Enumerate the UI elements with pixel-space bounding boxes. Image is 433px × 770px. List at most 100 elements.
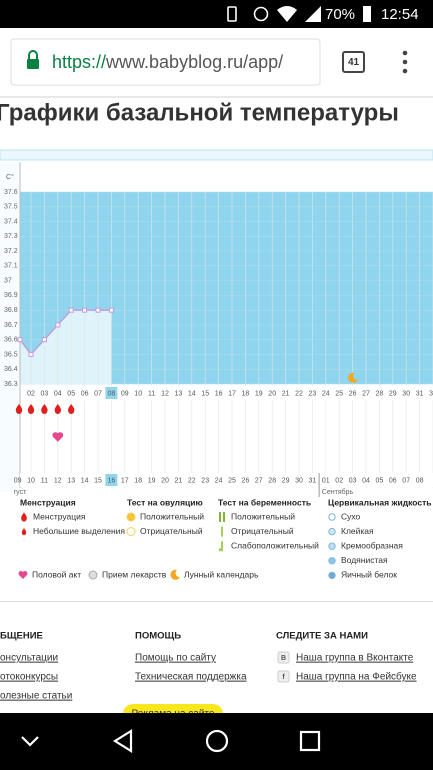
temperature-point — [28, 351, 34, 357]
pill-icon — [88, 570, 98, 580]
alarm-icon — [253, 6, 269, 22]
date-label: 26 — [349, 390, 357, 397]
chart-scrollbar — [0, 149, 433, 161]
legend-title: Тест на овуляцию — [127, 497, 203, 507]
cycle-day: 06 — [389, 477, 397, 484]
footer-link[interactable]: онсультации — [0, 653, 58, 664]
preg-icon — [219, 512, 225, 522]
cycle-highlight — [105, 474, 118, 486]
fluid-icon — [328, 513, 336, 521]
cycle-day: 10 — [27, 477, 35, 484]
date-label: 15 — [201, 390, 209, 397]
footer-link[interactable]: Наша группа в Вконтакте — [296, 653, 414, 664]
nav-recent[interactable] — [299, 730, 321, 752]
cycle-day: 27 — [255, 477, 263, 484]
date-label: 23 — [309, 390, 317, 397]
lock-icon — [27, 59, 39, 69]
test-icon — [126, 512, 136, 522]
menu-button[interactable] — [402, 50, 408, 74]
social-icon-text: f — [282, 674, 285, 681]
date-label: 07 — [94, 390, 102, 397]
nav-back[interactable] — [112, 729, 133, 753]
date-label: 14 — [188, 390, 196, 397]
nav-home[interactable] — [205, 729, 229, 753]
date-label: 03 — [41, 390, 49, 397]
moon-icon — [348, 372, 358, 383]
legend: Менструация Менструация Небольшие выделени… — [18, 497, 431, 580]
moon-icon — [170, 569, 180, 580]
temperature-point — [55, 322, 61, 328]
date-label: 17 — [228, 390, 236, 397]
legend-extra: Прием лекарств — [102, 569, 167, 579]
footer-title: СЛЕДИТЕ ЗА НАМИ — [276, 631, 368, 642]
url: https://www.babyblog.ru/app/ — [52, 52, 283, 72]
footer-link[interactable]: отоконкурсы — [0, 672, 58, 683]
date-label: 30 — [402, 390, 410, 397]
date-label: 22 — [295, 390, 303, 397]
month-label: густ — [14, 489, 27, 496]
cycle-day: 29 — [282, 477, 290, 484]
date-label: 28 — [376, 390, 384, 397]
legend-extra: Лунный календарь — [184, 569, 259, 579]
y-tick-label: 37 — [4, 277, 12, 284]
footer-link[interactable]: олезные статьи — [0, 691, 72, 702]
temperature-point — [95, 307, 101, 313]
drop-icon — [54, 404, 61, 414]
footer-link[interactable]: Помощь по сайту — [135, 653, 216, 664]
y-tick-label: 37.3 — [4, 233, 18, 240]
footer-link[interactable]: Техническая поддержка — [135, 672, 247, 683]
legend-item: Положительный — [140, 511, 204, 521]
date-label: 27 — [362, 390, 370, 397]
date-label: 06 — [81, 390, 89, 397]
cycle-day: 26 — [242, 477, 250, 484]
status-bar — [0, 0, 433, 28]
cycle-day: 24 — [215, 477, 223, 484]
y-tick-label: 36.8 — [4, 307, 18, 314]
cycle-day: 30 — [295, 477, 303, 484]
nav-hide[interactable] — [21, 736, 39, 747]
drop-icon — [21, 528, 27, 536]
footer-separator — [0, 601, 433, 602]
cycle-day: 09 — [14, 477, 22, 484]
temperature-point — [17, 337, 23, 343]
area-fill — [20, 310, 112, 384]
cycle-day: 14 — [81, 477, 89, 484]
cycle-day: 31 — [309, 477, 317, 484]
cycle-day: 17 — [121, 477, 129, 484]
cycle-day: 07 — [402, 477, 410, 484]
legend-title: Цервикальная жидкость — [328, 497, 431, 507]
cycle-day: 21 — [175, 477, 183, 484]
date-label: 04 — [54, 390, 62, 397]
tabs-button[interactable] — [342, 51, 365, 73]
date-label: 05 — [67, 390, 75, 397]
drop-icon — [21, 512, 27, 522]
y-tick-label: 37.6 — [4, 189, 18, 196]
clock: 12:54 — [381, 6, 419, 23]
cycle-day: 04 — [362, 477, 370, 484]
date-label: 18 — [242, 390, 250, 397]
y-tick-label: 37.1 — [4, 263, 18, 270]
temperature-point — [108, 307, 114, 313]
legend-item: Сухо — [341, 511, 361, 521]
date-label: 08 — [108, 390, 116, 397]
url-field[interactable] — [10, 38, 321, 86]
footer-link[interactable]: Наша группа на Фейсбуке — [296, 671, 417, 683]
axis-gutter — [0, 162, 20, 492]
legend-item: Менструация — [33, 511, 86, 521]
y-tick-label: 36.3 — [4, 381, 18, 388]
date-label: 24 — [322, 390, 330, 397]
drop-icon — [41, 404, 48, 414]
cycle-day: 15 — [94, 477, 102, 484]
legend-title: Менструация — [20, 497, 76, 507]
y-axis-label: C° — [6, 173, 14, 181]
drop-icon — [27, 404, 35, 414]
social-icon-text: В — [281, 655, 286, 662]
fluid-icon — [328, 542, 336, 550]
cycle-day: 11 — [41, 477, 48, 484]
tabs-count: 41 — [348, 57, 360, 68]
legend-item: Небольшие выделения — [33, 526, 125, 536]
url-host: www.babyblog.ru/app/ — [105, 52, 283, 72]
date-label: 09 — [121, 390, 129, 397]
toolbar-shadow — [0, 96, 433, 98]
